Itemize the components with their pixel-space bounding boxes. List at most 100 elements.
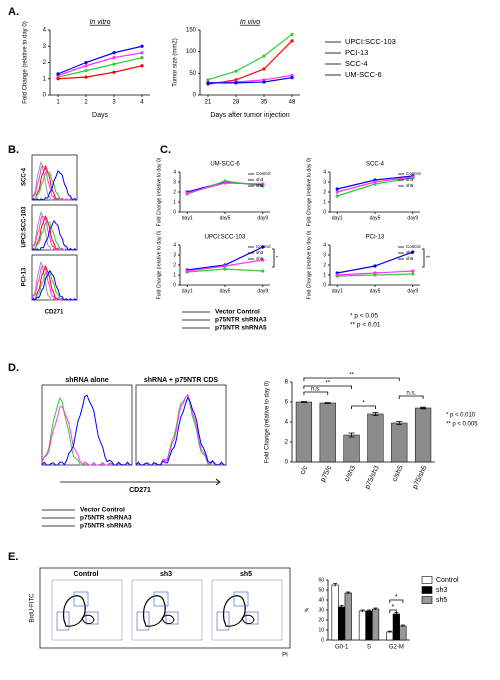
y-tick-label: 8: [285, 380, 289, 386]
gate: [165, 611, 179, 625]
data-point: [140, 44, 144, 48]
x-tick-label: 28: [233, 100, 240, 106]
error-bar: [324, 402, 331, 404]
data-point: [261, 182, 265, 186]
data-point: [290, 76, 294, 80]
x-axis-label: CD271: [45, 310, 64, 316]
sig-label: *: [276, 255, 278, 261]
data-point: [335, 194, 339, 198]
data-point: [56, 72, 60, 76]
row-label: PCI-13: [22, 267, 28, 286]
flow-title: shRNA + p75NTR CDS: [144, 377, 219, 384]
y-tick-label: 4: [173, 169, 176, 175]
series-line: [57, 57, 143, 78]
contour: [223, 595, 246, 627]
legend-label: Control: [256, 244, 271, 249]
error-bar: [400, 624, 405, 627]
x-tick-label: day5: [370, 215, 381, 221]
sig-bracket: [303, 385, 352, 389]
legend-label: UPCI:SCC-103: [345, 37, 396, 46]
x-tick-label: 3: [112, 100, 116, 106]
panel-label: C.: [160, 144, 171, 156]
error-bar: [339, 605, 344, 609]
data-point: [290, 32, 294, 36]
sig-bracket: [272, 248, 275, 268]
legend-label: Control: [406, 171, 421, 176]
y-tick-label: 1: [43, 76, 47, 82]
error-bar: [367, 609, 371, 612]
y-tick-label: 20: [318, 617, 324, 623]
data-point: [140, 64, 144, 68]
legend-swatch: [421, 586, 433, 594]
legend-label: Control: [436, 577, 459, 584]
error-bar: [372, 412, 379, 416]
error-bar: [346, 591, 351, 594]
data-point: [140, 51, 144, 55]
y-tick-label: 4: [173, 242, 176, 248]
y-axis-label: Fold Change (relative to day 0): [156, 230, 162, 299]
flow-frame: [31, 254, 78, 301]
legend-label: Control: [256, 171, 271, 176]
sig-label: *: [362, 401, 365, 407]
y-tick-label: 2: [323, 189, 326, 195]
stat-note: ** p < 0.005: [446, 422, 478, 428]
row-label: SCC-4: [22, 167, 28, 186]
x-tick-label: day1: [332, 215, 343, 221]
data-point: [373, 180, 377, 184]
sig-bracket: [422, 248, 425, 268]
y-axis-label: Fold Change (relative to day 0): [264, 381, 270, 463]
sig-bracket: [303, 377, 400, 381]
legend-label: Vector Control: [80, 507, 125, 514]
flow-frame: [41, 384, 133, 466]
error-bar: [387, 630, 392, 633]
y-tick-label: 50: [189, 71, 196, 77]
flow-frame: [135, 384, 227, 466]
legend-label: Vector Control: [215, 309, 260, 316]
sig-label: *: [392, 604, 395, 611]
data-point: [335, 187, 339, 191]
x-tick-label: p75/sh3: [364, 465, 381, 491]
x-tick-label: p75/sh5: [412, 465, 429, 491]
y-tick-label: 2: [43, 60, 47, 66]
x-tick-label: 1: [56, 100, 60, 106]
chart-title: PCI-13: [366, 235, 385, 241]
data-point: [56, 77, 60, 81]
legend-swatch: [421, 596, 433, 604]
y-tick-label: 4: [43, 28, 47, 34]
series-line: [57, 52, 143, 77]
bar: [331, 584, 339, 641]
y-tick-label: 2: [173, 189, 176, 195]
data-point: [411, 272, 415, 276]
y-axis-label: Fold Change (relative to day 0): [306, 230, 312, 299]
series-line: [208, 77, 293, 84]
sig-label: **: [426, 255, 430, 261]
flow-title: shRNA alone: [65, 377, 108, 384]
y-tick-label: 10: [318, 627, 324, 633]
chart-title: In vivo: [240, 19, 260, 26]
series-line: [337, 251, 414, 274]
y-tick-label: 4: [323, 242, 326, 248]
legend-label: sh3: [256, 177, 264, 182]
error-bar: [300, 401, 307, 403]
series-line: [57, 65, 143, 80]
data-point: [140, 56, 144, 60]
data-point: [223, 264, 227, 268]
y-tick-label: 0: [285, 460, 289, 466]
x-axis-label: PI: [282, 653, 288, 659]
flow-title: sh3: [160, 571, 172, 578]
data-point: [185, 191, 189, 195]
x-tick-label: 35: [261, 100, 268, 106]
sig-bracket: [398, 395, 424, 399]
bar: [386, 631, 394, 641]
flow-histogram: [41, 396, 132, 466]
data-point: [261, 245, 265, 249]
flow-plot: [131, 579, 203, 641]
flow-title: Control: [74, 571, 99, 578]
data-point: [335, 190, 339, 194]
y-tick-label: 1: [323, 272, 326, 278]
x-tick-label: 21: [205, 100, 212, 106]
sig-bracket: [303, 391, 329, 395]
data-point: [112, 62, 116, 66]
x-axis-label: CD271: [129, 487, 151, 494]
y-tick-label: 3: [323, 179, 326, 185]
